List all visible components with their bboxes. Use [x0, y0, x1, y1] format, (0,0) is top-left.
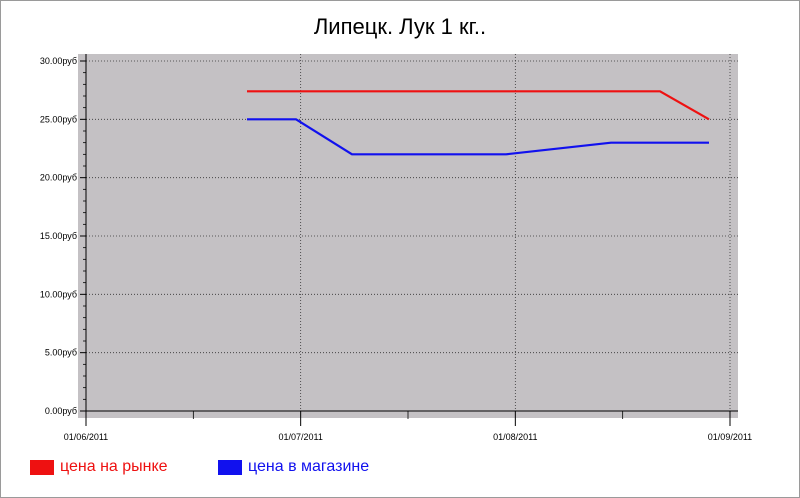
- y-tick-label: 5.00руб: [45, 348, 77, 358]
- series-line-1: [247, 118, 709, 156]
- x-tick-label: 01/09/2011: [708, 432, 752, 442]
- grid-lines: [86, 54, 738, 411]
- legend-label-market: цена на рынке: [60, 458, 168, 475]
- y-tick-label: 20.00руб: [40, 173, 77, 183]
- x-tick-label: 01/07/2011: [278, 432, 322, 442]
- y-tick-label: 15.00руб: [40, 231, 77, 241]
- y-tick-label: 10.00руб: [40, 289, 77, 299]
- legend-swatch-store: [218, 459, 242, 475]
- legend-swatch-market: [30, 459, 54, 475]
- series-line-0: [247, 90, 710, 121]
- axes: [80, 54, 738, 426]
- x-tick-label: 01/06/2011: [64, 432, 108, 442]
- series-lines: [247, 90, 710, 156]
- y-tick-label: 30.00руб: [40, 56, 77, 66]
- legend-item-store: цена в магазине: [218, 458, 369, 476]
- x-tick-label: 01/08/2011: [493, 432, 537, 442]
- y-tick-label: 0.00руб: [45, 406, 77, 416]
- tick-labels: 0.00руб 5.00руб 10.00руб 15.00руб 20.00руб 25…: [40, 56, 752, 442]
- legend-label-store: цена в магазине: [248, 458, 370, 475]
- y-tick-label: 25.00руб: [40, 114, 77, 124]
- chart-title: Липецк. Лук 1 кг..: [313, 14, 487, 39]
- legend-item-market: цена на рынке: [30, 458, 168, 476]
